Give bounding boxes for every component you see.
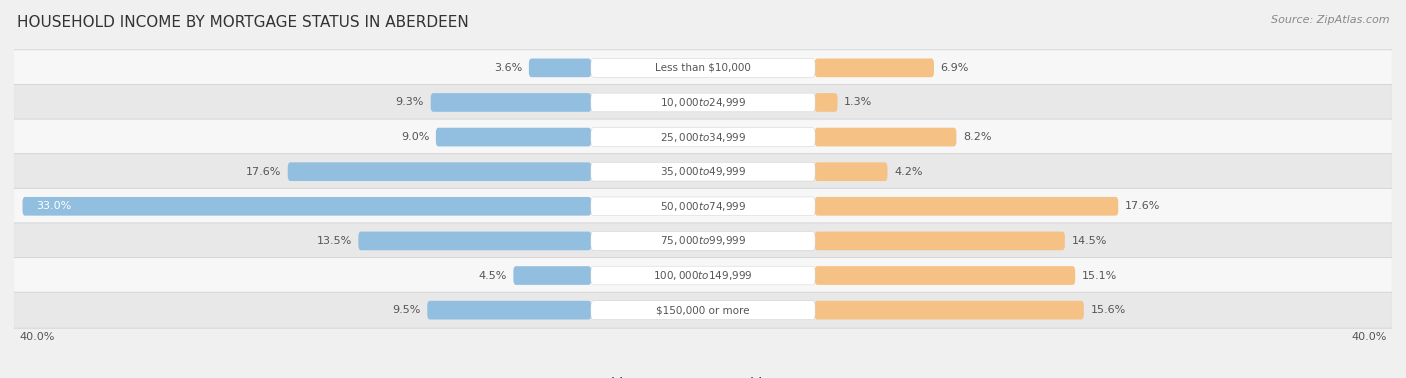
FancyBboxPatch shape <box>815 93 838 112</box>
FancyBboxPatch shape <box>430 93 591 112</box>
Text: 17.6%: 17.6% <box>246 167 281 177</box>
FancyBboxPatch shape <box>513 266 591 285</box>
Text: 40.0%: 40.0% <box>20 332 55 342</box>
FancyBboxPatch shape <box>14 50 1392 86</box>
FancyBboxPatch shape <box>288 162 591 181</box>
FancyBboxPatch shape <box>14 84 1392 121</box>
FancyBboxPatch shape <box>14 154 1392 190</box>
Text: 8.2%: 8.2% <box>963 132 991 142</box>
FancyBboxPatch shape <box>591 128 815 146</box>
FancyBboxPatch shape <box>815 162 887 181</box>
Text: $35,000 to $49,999: $35,000 to $49,999 <box>659 165 747 178</box>
Text: 14.5%: 14.5% <box>1071 236 1107 246</box>
Text: Less than $10,000: Less than $10,000 <box>655 63 751 73</box>
FancyBboxPatch shape <box>14 188 1392 224</box>
Text: 4.2%: 4.2% <box>894 167 922 177</box>
FancyBboxPatch shape <box>22 197 591 216</box>
Text: 13.5%: 13.5% <box>316 236 352 246</box>
FancyBboxPatch shape <box>815 232 1064 250</box>
Legend: Without Mortgage, With Mortgage: Without Mortgage, With Mortgage <box>581 377 825 378</box>
Text: $75,000 to $99,999: $75,000 to $99,999 <box>659 234 747 248</box>
Text: 33.0%: 33.0% <box>37 201 72 211</box>
FancyBboxPatch shape <box>14 223 1392 259</box>
FancyBboxPatch shape <box>591 59 815 77</box>
FancyBboxPatch shape <box>591 93 815 112</box>
FancyBboxPatch shape <box>591 301 815 319</box>
Text: $50,000 to $74,999: $50,000 to $74,999 <box>659 200 747 213</box>
Text: 9.0%: 9.0% <box>401 132 429 142</box>
FancyBboxPatch shape <box>815 266 1076 285</box>
FancyBboxPatch shape <box>436 128 591 146</box>
Text: 9.5%: 9.5% <box>392 305 420 315</box>
FancyBboxPatch shape <box>14 119 1392 155</box>
FancyBboxPatch shape <box>591 232 815 250</box>
FancyBboxPatch shape <box>815 128 956 146</box>
FancyBboxPatch shape <box>591 266 815 285</box>
FancyBboxPatch shape <box>815 59 934 77</box>
Text: $100,000 to $149,999: $100,000 to $149,999 <box>654 269 752 282</box>
Text: 3.6%: 3.6% <box>494 63 522 73</box>
Text: $150,000 or more: $150,000 or more <box>657 305 749 315</box>
FancyBboxPatch shape <box>591 162 815 181</box>
Text: $10,000 to $24,999: $10,000 to $24,999 <box>659 96 747 109</box>
FancyBboxPatch shape <box>529 59 591 77</box>
Text: HOUSEHOLD INCOME BY MORTGAGE STATUS IN ABERDEEN: HOUSEHOLD INCOME BY MORTGAGE STATUS IN A… <box>17 15 468 30</box>
Text: 9.3%: 9.3% <box>395 98 425 107</box>
FancyBboxPatch shape <box>427 301 591 319</box>
Text: 15.6%: 15.6% <box>1091 305 1126 315</box>
FancyBboxPatch shape <box>815 301 1084 319</box>
Text: 15.1%: 15.1% <box>1083 271 1118 280</box>
Text: $25,000 to $34,999: $25,000 to $34,999 <box>659 130 747 144</box>
Text: 1.3%: 1.3% <box>844 98 873 107</box>
Text: 17.6%: 17.6% <box>1125 201 1160 211</box>
Text: Source: ZipAtlas.com: Source: ZipAtlas.com <box>1271 15 1389 25</box>
FancyBboxPatch shape <box>591 197 815 216</box>
FancyBboxPatch shape <box>14 257 1392 294</box>
FancyBboxPatch shape <box>359 232 591 250</box>
Text: 40.0%: 40.0% <box>1351 332 1386 342</box>
Text: 4.5%: 4.5% <box>478 271 506 280</box>
FancyBboxPatch shape <box>815 197 1118 216</box>
FancyBboxPatch shape <box>14 292 1392 328</box>
Text: 6.9%: 6.9% <box>941 63 969 73</box>
